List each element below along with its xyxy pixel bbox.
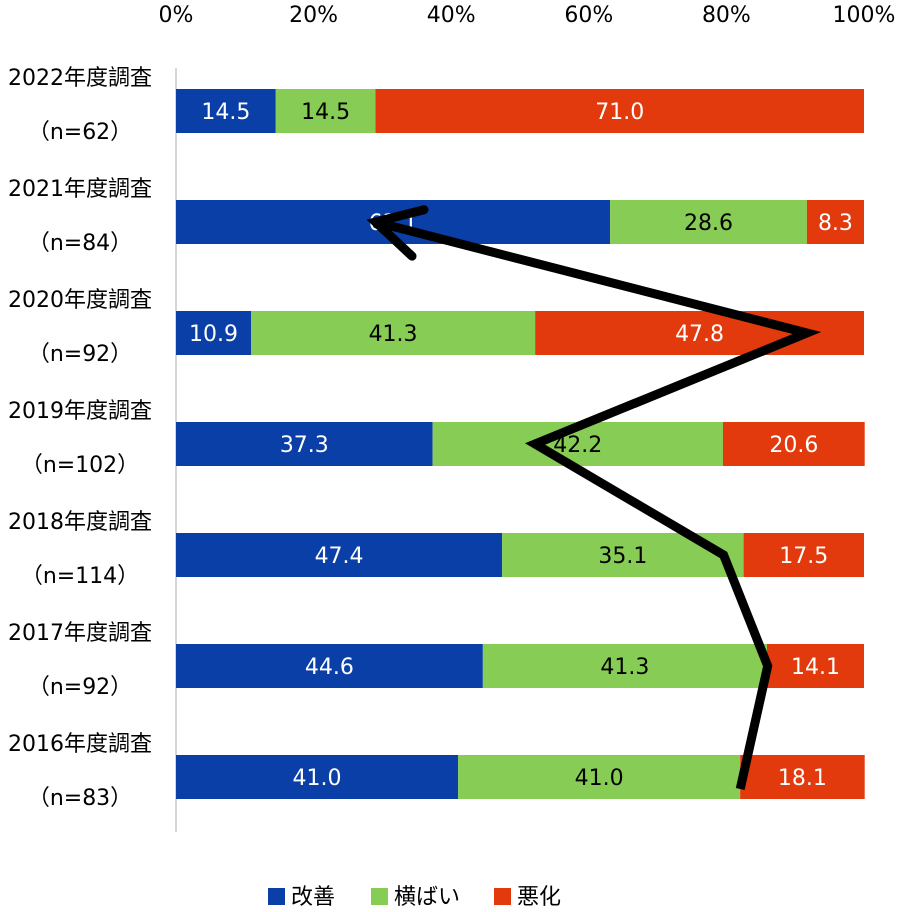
category-label: 2020年度調査 bbox=[8, 288, 152, 313]
data-label: 14.5 bbox=[201, 100, 250, 125]
data-label: 41.3 bbox=[369, 322, 418, 347]
category-label: 2021年度調査 bbox=[8, 177, 152, 202]
bar-segment bbox=[610, 200, 807, 244]
data-label: 8.3 bbox=[818, 211, 853, 236]
bar-segment bbox=[806, 200, 864, 244]
data-label: 18.1 bbox=[778, 766, 827, 791]
bar-segment bbox=[375, 89, 864, 133]
data-label: 14.5 bbox=[301, 100, 350, 125]
category-sample-size: （n=92） bbox=[28, 675, 132, 700]
bar-segment bbox=[250, 311, 536, 355]
bar-segment bbox=[458, 755, 741, 799]
data-label: 41.0 bbox=[575, 766, 624, 791]
x-tick-label: 60% bbox=[564, 3, 613, 28]
bar-segment bbox=[176, 533, 503, 577]
bar-segment bbox=[176, 89, 276, 133]
bar-segment bbox=[722, 422, 865, 466]
data-label: 71.0 bbox=[595, 100, 644, 125]
bar-segment bbox=[766, 644, 864, 688]
bar-segment bbox=[275, 89, 376, 133]
bar-segment bbox=[176, 644, 483, 688]
trend-arrow-head bbox=[366, 205, 429, 261]
bar-segment bbox=[176, 422, 433, 466]
category-label: 2016年度調査 bbox=[8, 732, 152, 757]
data-label: 41.0 bbox=[293, 766, 342, 791]
data-label: 47.4 bbox=[315, 544, 364, 569]
data-label: 20.6 bbox=[769, 433, 818, 458]
legend-label: 改善 bbox=[291, 885, 335, 910]
legend-label: 横ばい bbox=[394, 885, 460, 910]
x-tick-label: 100% bbox=[833, 3, 896, 28]
category-sample-size: （n=62） bbox=[28, 120, 132, 145]
trend-arrow-line bbox=[374, 217, 822, 790]
data-label: 47.8 bbox=[675, 322, 724, 347]
category-label: 2018年度調査 bbox=[8, 510, 152, 535]
legend-swatch bbox=[494, 888, 511, 905]
bar-segment bbox=[176, 755, 459, 799]
legend-swatch bbox=[268, 888, 285, 905]
data-label: 35.1 bbox=[598, 544, 647, 569]
data-label: 17.5 bbox=[779, 544, 828, 569]
bar-segment bbox=[482, 644, 767, 688]
bar-segment bbox=[743, 533, 864, 577]
x-tick-label: 20% bbox=[289, 3, 338, 28]
data-label: 37.3 bbox=[280, 433, 329, 458]
legend-label: 悪化 bbox=[517, 885, 561, 910]
data-label: 14.1 bbox=[791, 655, 840, 680]
data-label: 10.9 bbox=[189, 322, 238, 347]
category-sample-size: （n=102） bbox=[21, 453, 139, 478]
category-sample-size: （n=114） bbox=[21, 564, 139, 589]
category-label: 2022年度調査 bbox=[8, 66, 152, 91]
bar-segment bbox=[176, 311, 251, 355]
category-label: 2019年度調査 bbox=[8, 399, 152, 424]
legend-swatch bbox=[371, 888, 388, 905]
category-sample-size: （n=83） bbox=[28, 786, 132, 811]
category-sample-size: （n=84） bbox=[28, 231, 132, 256]
category-sample-size: （n=92） bbox=[28, 342, 132, 367]
category-label: 2017年度調査 bbox=[8, 621, 152, 646]
bar-segment bbox=[740, 755, 865, 799]
data-label: 44.6 bbox=[305, 655, 354, 680]
x-tick-label: 80% bbox=[702, 3, 751, 28]
x-tick-label: 40% bbox=[427, 3, 476, 28]
data-label: 28.6 bbox=[684, 211, 733, 236]
data-label: 41.3 bbox=[600, 655, 649, 680]
x-tick-label: 0% bbox=[159, 3, 194, 28]
